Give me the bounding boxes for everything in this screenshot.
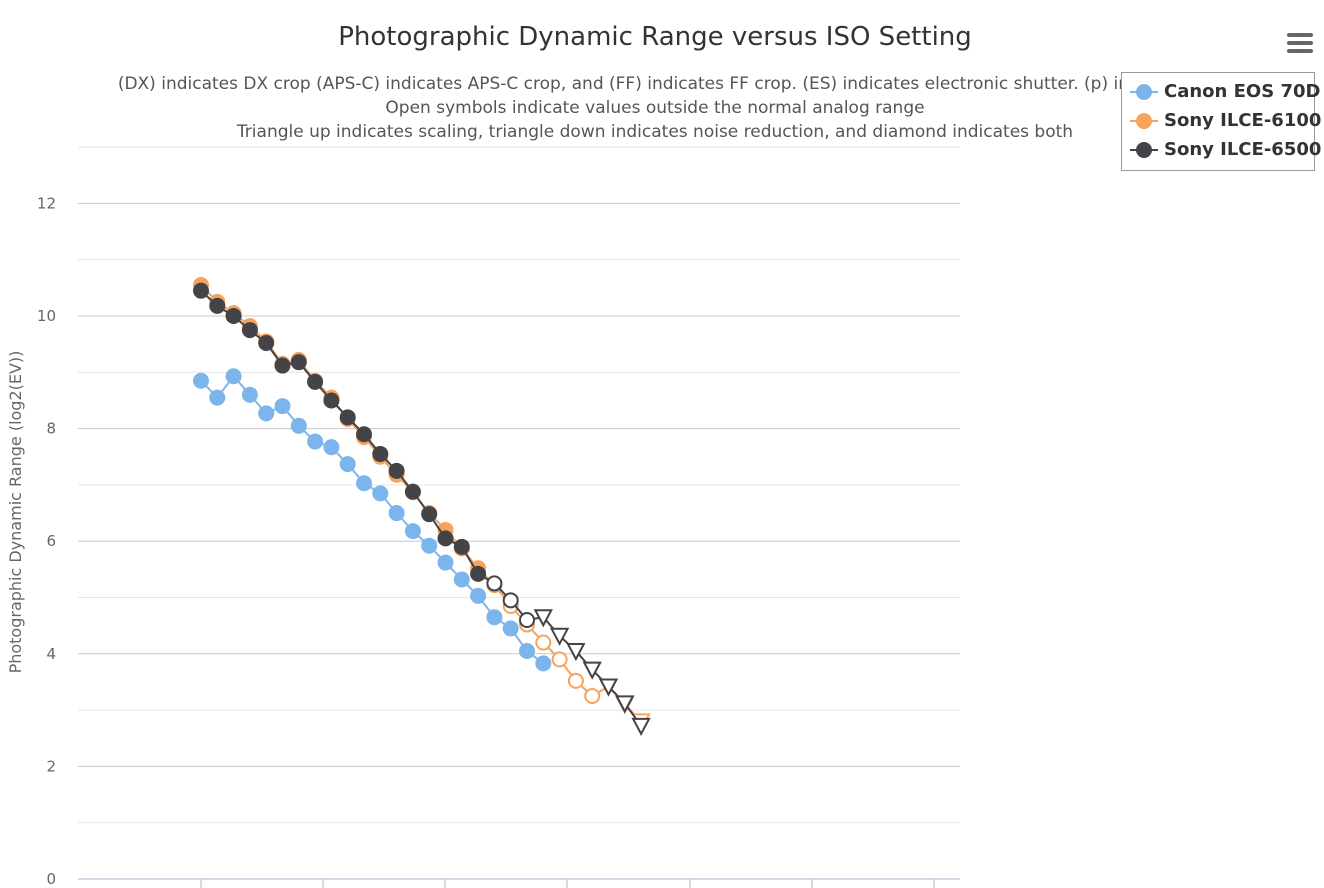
data-point-canon-eos-70d[interactable] (421, 537, 438, 554)
y-tick-label: 6 (46, 532, 56, 550)
data-point-sony-ilce-6500[interactable] (502, 592, 519, 609)
data-point-sony-ilce-6500[interactable] (404, 483, 421, 500)
y-tick-label: 2 (46, 757, 56, 775)
data-point-canon-eos-70d[interactable] (356, 475, 372, 492)
data-point-sony-ilce-6500[interactable] (421, 506, 438, 523)
data-point-sony-ilce-6500[interactable] (566, 642, 586, 662)
data-point-canon-eos-70d[interactable] (307, 433, 324, 450)
hamburger-menu-icon-bar (1287, 49, 1313, 53)
data-point-sony-ilce-6500[interactable] (453, 538, 470, 555)
y-tick-label: 0 (46, 870, 56, 888)
y-axis-label: Photographic Dynamic Range (log2(EV)) (6, 351, 25, 674)
legend-item-canon-eos-70d[interactable]: Canon EOS 70D (1130, 80, 1320, 104)
data-point-sony-ilce-6500[interactable] (209, 297, 226, 314)
data-point-sony-ilce-6500[interactable] (437, 530, 454, 547)
data-point-sony-ilce-6500[interactable] (258, 335, 275, 352)
data-point-canon-eos-70d[interactable] (339, 456, 356, 473)
data-point-sony-ilce-6500[interactable] (372, 445, 389, 462)
data-point-canon-eos-70d[interactable] (193, 372, 209, 389)
data-point-sony-ilce-6500[interactable] (193, 282, 209, 299)
data-point-canon-eos-70d[interactable] (470, 587, 487, 604)
data-point-sony-ilce-6500[interactable] (388, 462, 405, 479)
chart-subtitle-line-2: Open symbols indicate values outside the… (385, 98, 925, 118)
y-tick-label: 10 (37, 307, 56, 325)
data-point-canon-eos-70d[interactable] (437, 554, 454, 571)
data-point-canon-eos-70d[interactable] (209, 389, 226, 406)
legend: Canon EOS 70D Sony ILCE-6100 Sony ILCE-6… (1121, 72, 1321, 171)
legend-swatch-sony-ilce-6500 (1130, 142, 1158, 158)
data-point-sony-ilce-6500[interactable] (356, 426, 372, 443)
data-point-canon-eos-70d[interactable] (388, 505, 405, 522)
hamburger-menu-icon (1287, 33, 1313, 37)
legend-item-sony-ilce-6100[interactable]: Sony ILCE-6100 (1130, 109, 1321, 133)
data-point-sony-ilce-6500[interactable] (307, 373, 324, 390)
legend-label-sony-ilce-6500: Sony ILCE-6500 (1164, 139, 1322, 160)
series-line-sony-ilce-6500 (200, 289, 642, 727)
data-point-canon-eos-70d[interactable] (502, 620, 519, 637)
data-point-canon-eos-70d[interactable] (404, 523, 421, 540)
data-point-sony-ilce-6500[interactable] (519, 612, 535, 629)
data-point-sony-ilce-6500[interactable] (470, 565, 487, 582)
y-tick-label: 8 (46, 420, 56, 438)
data-point-canon-eos-70d[interactable] (258, 405, 275, 422)
data-point-sony-ilce-6100[interactable] (551, 651, 568, 668)
legend-swatch-canon-eos-70d (1130, 84, 1158, 100)
data-point-sony-ilce-6500[interactable] (225, 308, 242, 324)
chart-menu-button[interactable] (1285, 30, 1315, 56)
data-point-sony-ilce-6500[interactable] (615, 695, 635, 714)
data-point-canon-eos-70d[interactable] (535, 655, 552, 672)
data-point-canon-eos-70d[interactable] (225, 368, 242, 385)
data-point-sony-ilce-6500[interactable] (598, 678, 619, 697)
data-point-sony-ilce-6500[interactable] (339, 409, 356, 426)
data-point-sony-ilce-6500[interactable] (274, 357, 291, 374)
hamburger-menu-icon-bar (1287, 41, 1313, 45)
chart-title: Photographic Dynamic Range versus ISO Se… (338, 22, 972, 52)
data-point-sony-ilce-6500[interactable] (533, 609, 553, 628)
data-point-sony-ilce-6500[interactable] (582, 661, 602, 680)
data-point-canon-eos-70d[interactable] (372, 485, 389, 502)
data-point-canon-eos-70d[interactable] (519, 642, 535, 659)
data-point-canon-eos-70d[interactable] (453, 571, 470, 588)
series-line-canon-eos-70d (200, 374, 544, 665)
data-point-canon-eos-70d[interactable] (323, 439, 340, 456)
data-point-sony-ilce-6500[interactable] (549, 627, 570, 646)
chart-subtitle-line-1: (DX) indicates DX crop (APS-C) indicates… (117, 74, 1193, 94)
legend-label-canon-eos-70d: Canon EOS 70D (1164, 81, 1321, 102)
data-point-sony-ilce-6100[interactable] (535, 634, 552, 651)
data-point-canon-eos-70d[interactable] (486, 609, 503, 626)
data-point-sony-ilce-6500[interactable] (323, 392, 340, 409)
series-canon-eos-70d (193, 368, 552, 672)
legend-label-sony-ilce-6100: Sony ILCE-6100 (1164, 110, 1322, 131)
series-sony-ilce-6500 (193, 282, 651, 736)
data-point-canon-eos-70d[interactable] (241, 386, 258, 403)
data-point-sony-ilce-6500[interactable] (241, 322, 258, 339)
legend-swatch-sony-ilce-6100 (1130, 113, 1158, 129)
y-tick-label: 12 (37, 194, 56, 212)
data-point-sony-ilce-6500[interactable] (290, 354, 307, 371)
data-point-canon-eos-70d[interactable] (290, 417, 307, 434)
data-point-canon-eos-70d[interactable] (274, 398, 291, 415)
data-point-sony-ilce-6500[interactable] (631, 717, 651, 736)
legend-item-sony-ilce-6500[interactable]: Sony ILCE-6500 (1130, 138, 1321, 162)
data-point-sony-ilce-6500[interactable] (486, 575, 503, 592)
data-point-sony-ilce-6100[interactable] (567, 672, 584, 689)
chart-subtitle-line-3: Triangle up indicates scaling, triangle … (236, 122, 1074, 142)
data-point-sony-ilce-6100[interactable] (584, 688, 601, 705)
y-tick-label: 4 (46, 645, 56, 663)
